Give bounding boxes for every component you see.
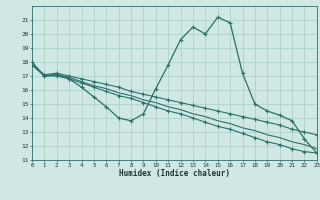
X-axis label: Humidex (Indice chaleur): Humidex (Indice chaleur)	[119, 169, 230, 178]
